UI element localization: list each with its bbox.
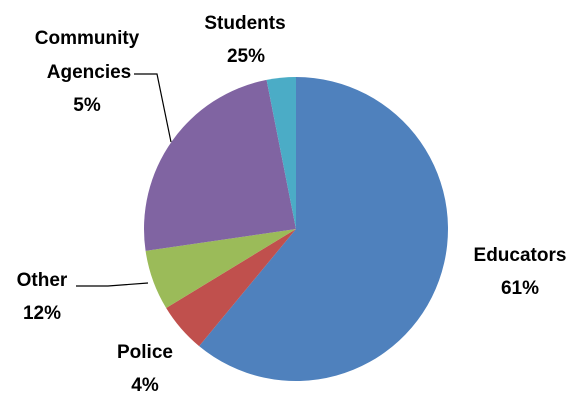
pie-slice-other bbox=[145, 229, 296, 309]
pct-police: 4% bbox=[131, 375, 159, 394]
slice-labels: Students 25% Community Agencies 5% Educa… bbox=[17, 13, 567, 394]
pie-slice-community-agencies bbox=[143, 79, 296, 251]
pct-community-agencies: 5% bbox=[73, 95, 101, 116]
pct-other: 12% bbox=[23, 303, 61, 324]
label-community-agencies-line2: Agencies bbox=[47, 62, 131, 83]
leader-lines bbox=[76, 73, 172, 287]
pie-slice-police bbox=[166, 229, 296, 347]
pie-slices bbox=[143, 77, 448, 381]
label-other: Other bbox=[17, 270, 68, 291]
pie-slice-educators bbox=[199, 77, 448, 381]
pct-students: 25% bbox=[227, 46, 265, 67]
label-police: Police bbox=[117, 342, 173, 363]
leader-line-community-agencies bbox=[134, 73, 172, 143]
pie-slice-students bbox=[266, 77, 296, 229]
label-community-agencies-line1: Community bbox=[35, 28, 140, 49]
label-students: Students bbox=[204, 13, 285, 34]
pct-educators: 61% bbox=[501, 278, 539, 299]
label-educators: Educators bbox=[474, 245, 567, 266]
leader-line-other bbox=[76, 282, 149, 287]
